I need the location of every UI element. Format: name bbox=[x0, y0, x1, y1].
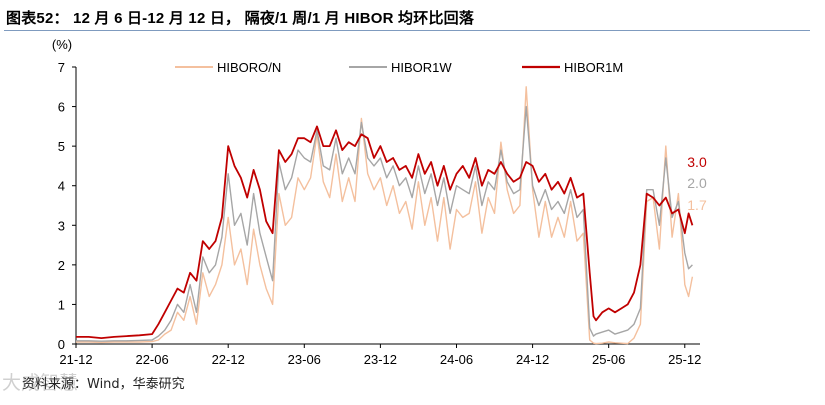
x-tick-label: 22-06 bbox=[135, 352, 168, 367]
y-tick-label: 5 bbox=[58, 139, 65, 154]
x-tick-label: 23-12 bbox=[364, 352, 397, 367]
y-tick-label: 6 bbox=[58, 100, 65, 115]
figure-title: 图表52： 12 月 6 日-12 月 12 日， 隔夜/1 周/1 月 HIB… bbox=[6, 10, 475, 27]
series-line-hibor1w bbox=[76, 105, 693, 342]
end-label-hiboron: 1.7 bbox=[687, 197, 707, 213]
y-tick-label: 3 bbox=[58, 218, 65, 233]
x-tick-label: 22-12 bbox=[212, 352, 245, 367]
end-label-hibor1w: 2.0 bbox=[687, 175, 707, 191]
title-rule bbox=[4, 30, 810, 31]
y-axis-label: (%) bbox=[52, 37, 72, 52]
series-line-hiboron bbox=[76, 86, 694, 345]
y-tick-label: 7 bbox=[58, 60, 65, 75]
y-tick-label: 0 bbox=[58, 337, 65, 352]
series-line-hibor1m bbox=[76, 125, 694, 340]
chart-axes: (%) 0 1 2 3 4 5 6 7 21-12 22-06 22-12 23-06 23-12 24-0… bbox=[52, 37, 702, 367]
y-tick-label: 1 bbox=[58, 297, 65, 312]
chart-end-labels: 3.0 2.0 1.7 bbox=[687, 154, 707, 213]
chart-series bbox=[76, 86, 694, 345]
watermark: 大成智慧 bbox=[2, 372, 79, 394]
chart-legend: HIBORO/N HIBOR1W HIBOR1M bbox=[175, 60, 623, 75]
legend-label-hiboron: HIBORO/N bbox=[217, 60, 281, 75]
end-label-hibor1m: 3.0 bbox=[687, 154, 707, 170]
x-tick-label: 25-12 bbox=[668, 352, 701, 367]
y-tick-label: 2 bbox=[58, 258, 65, 273]
source-note: 资料来源：Wind，华泰研究 bbox=[22, 377, 185, 392]
x-tick-label: 21-12 bbox=[59, 352, 92, 367]
legend-label-hibor1w: HIBOR1W bbox=[391, 60, 452, 75]
x-tick-label: 24-06 bbox=[440, 352, 473, 367]
x-tick-label: 24-12 bbox=[516, 352, 549, 367]
x-tick-label: 23-06 bbox=[288, 352, 321, 367]
legend-label-hibor1m: HIBOR1M bbox=[564, 60, 623, 75]
y-tick-label: 4 bbox=[58, 179, 65, 194]
x-tick-label: 25-06 bbox=[592, 352, 625, 367]
